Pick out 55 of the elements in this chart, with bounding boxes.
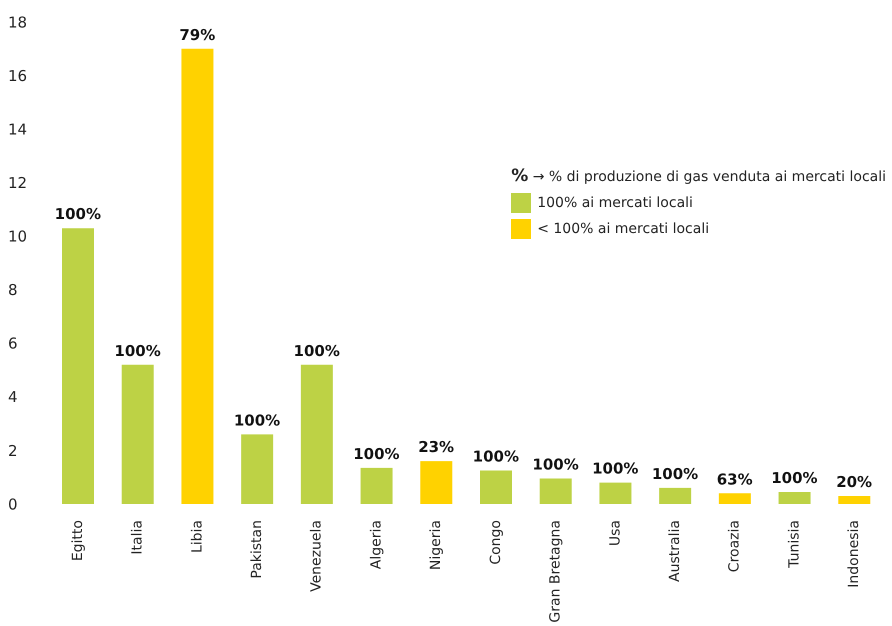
bar <box>122 364 154 504</box>
y-tick-label: 12 <box>8 174 28 192</box>
annotation: 100% <box>592 460 638 478</box>
y-tick-label: 18 <box>8 13 28 32</box>
x-tick-label: Venezuela <box>308 520 325 592</box>
x-tick-label: Pakistan <box>249 520 265 579</box>
y-tick-label: 16 <box>8 66 28 85</box>
annotation: 100% <box>234 411 280 430</box>
x-tick-label: Nigeria <box>428 520 444 570</box>
annotation: 100% <box>114 342 161 360</box>
bar <box>300 364 333 504</box>
x-tick-label: Congo <box>488 520 504 565</box>
bar <box>659 488 692 504</box>
bar <box>181 48 214 504</box>
x-tick-label: Indonesia <box>846 520 862 588</box>
bar <box>241 434 274 504</box>
x-tick-label: Usa <box>607 520 624 546</box>
y-tick-label: 10 <box>8 228 28 246</box>
y-tick-label: 6 <box>8 334 18 353</box>
annotation: 100% <box>652 464 698 483</box>
annotation: 100% <box>771 468 818 487</box>
x-tick-label: Algeria <box>368 520 384 570</box>
y-tick-label: 0 <box>8 495 18 514</box>
x-tick-label: Egitto <box>70 520 86 562</box>
bar <box>480 470 512 504</box>
y-tick-label: 4 <box>8 388 18 406</box>
y-tick-label: 2 <box>8 442 18 460</box>
annotation: 100% <box>472 448 520 466</box>
legend-label: < 100% ai mercati locali <box>536 220 710 239</box>
x-tick-label: Tunisia <box>786 520 802 569</box>
x-tick-label: Italia <box>130 520 146 555</box>
annotation: 100% <box>353 444 400 463</box>
annotation: 100% <box>532 456 579 474</box>
annotation: 79% <box>179 26 216 44</box>
y-tick-label: 8 <box>8 281 18 300</box>
x-tick-label: Libia <box>189 520 206 554</box>
annotation: 23% <box>418 438 454 456</box>
legend-title: % → % di produzione di gas venduta ai mercati locali <box>511 165 886 188</box>
annotation: 100% <box>294 342 340 360</box>
bar <box>360 468 393 504</box>
annotation: 100% <box>54 205 102 224</box>
bar <box>838 496 870 504</box>
legend-label: 100% ai mercati locali <box>536 194 694 213</box>
bar <box>540 478 572 504</box>
y-tick-label: 14 <box>8 120 28 138</box>
annotation: 20% <box>836 472 872 491</box>
bar <box>62 228 94 504</box>
bar <box>778 492 811 504</box>
bar <box>718 493 751 504</box>
x-tick-label: Australia <box>667 520 683 582</box>
annotation: 63% <box>716 470 753 488</box>
bar <box>599 482 632 504</box>
x-tick-label: Croazia <box>726 520 743 572</box>
x-tick-label: Gran Bretagna <box>548 520 564 623</box>
bar <box>420 461 452 504</box>
